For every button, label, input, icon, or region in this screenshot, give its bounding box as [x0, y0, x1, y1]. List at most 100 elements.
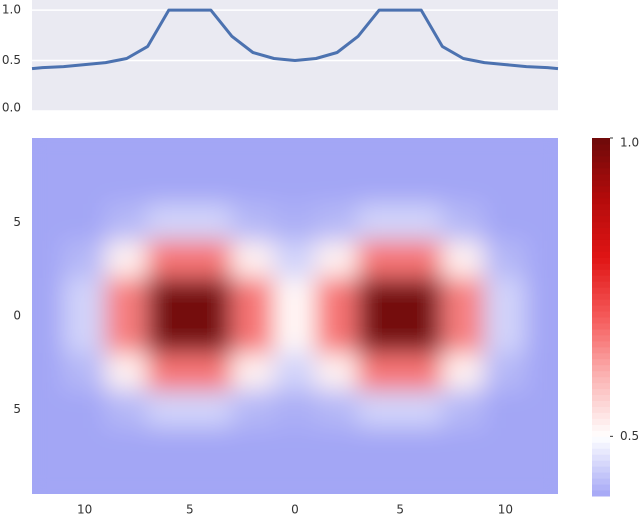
contour-cell	[63, 138, 107, 167]
colorbar-band	[592, 317, 610, 324]
colorbar-band	[592, 221, 610, 228]
colorbar-band	[592, 406, 610, 413]
contour-cell	[147, 465, 191, 494]
contour-cell	[189, 390, 233, 429]
contour-cell	[189, 315, 233, 354]
y-tick-label: 1.0	[2, 3, 21, 17]
contour-cell	[189, 278, 233, 317]
contour-cell	[273, 465, 317, 494]
contour-cell	[231, 465, 275, 494]
contour-cell	[231, 352, 275, 392]
contour-cell	[32, 390, 65, 429]
y-tick-label: 0.5	[2, 53, 21, 67]
line-panel: 0.0 0.5 1.0	[2, 0, 559, 115]
contour-cell	[105, 138, 149, 167]
contour-cell	[105, 203, 149, 242]
colorbar-band	[592, 454, 610, 461]
contour-cell	[273, 315, 317, 354]
contour-cell	[273, 278, 317, 317]
colorbar-band	[592, 430, 610, 437]
contour-cell	[525, 352, 558, 392]
contour-cell	[357, 278, 401, 317]
contour-cell	[315, 278, 359, 317]
contour-cell	[441, 465, 485, 494]
contour-cell	[32, 278, 65, 317]
contour-cell	[63, 203, 107, 242]
contour-cell	[147, 240, 191, 280]
contour-cell	[357, 352, 401, 392]
contour-cell	[273, 138, 317, 167]
colorbar-band	[592, 370, 610, 378]
contour-cell	[231, 390, 275, 429]
contour-cell	[32, 203, 65, 242]
contour-cell	[441, 138, 485, 167]
contour-cell	[441, 352, 485, 392]
contour-cell	[483, 315, 527, 354]
contour-cell	[189, 138, 233, 167]
colorbar-band	[592, 328, 610, 336]
contour-cell	[483, 390, 527, 429]
contour-cell	[189, 465, 233, 494]
colorbar-band	[592, 418, 610, 425]
colorbar-band	[592, 400, 610, 407]
contour-cell	[399, 315, 443, 354]
contour-cell	[105, 315, 149, 354]
x-tick-label: 0	[291, 503, 299, 516]
colorbar-band	[592, 233, 610, 240]
contour-cell	[189, 165, 233, 205]
contour-cell	[231, 278, 275, 317]
contour-cell	[483, 240, 527, 280]
colorbar-band	[592, 239, 610, 246]
contour-cells	[32, 138, 558, 494]
colorbar-tick-label: 1.0	[620, 136, 639, 150]
colorbar-band	[592, 179, 610, 187]
x-tick-label: 10	[498, 503, 513, 516]
contour-cell	[147, 165, 191, 205]
contour-cell	[32, 165, 65, 205]
contour-cell	[483, 138, 527, 167]
contour-cell	[315, 465, 359, 494]
colorbar-band	[592, 376, 610, 384]
contour-cell	[399, 138, 443, 167]
contour-cell	[63, 278, 107, 317]
colorbar-band	[592, 448, 610, 455]
contour-cell	[441, 427, 485, 467]
line	[31, 8, 559, 71]
x-tick-label: 5	[186, 503, 194, 516]
colorbar-band	[592, 215, 610, 223]
colorbar-band	[592, 143, 610, 151]
contour-area	[32, 138, 558, 494]
colorbar-band	[592, 287, 610, 294]
colorbar-band	[592, 340, 610, 348]
colorbar-band	[592, 472, 610, 479]
contour-cell	[231, 427, 275, 467]
contour-cell	[63, 390, 107, 429]
contour-cell	[63, 427, 107, 467]
contour-cell	[357, 390, 401, 429]
contour-cell	[32, 427, 65, 467]
contour-cell	[399, 240, 443, 280]
contour-cell	[441, 240, 485, 280]
contour-cell	[357, 203, 401, 242]
contour-cell	[189, 427, 233, 467]
colorbar-band	[592, 382, 610, 390]
y-tick-label: 5	[13, 215, 21, 229]
contour-cell	[399, 203, 443, 242]
contour-cell	[315, 240, 359, 280]
contour-cell	[483, 352, 527, 392]
colorbar-band	[592, 293, 610, 300]
contour-cell	[105, 240, 149, 280]
contour-cell	[105, 352, 149, 392]
contour-cell	[147, 390, 191, 429]
contour-cell	[189, 203, 233, 242]
x-tick-label: 5	[396, 503, 404, 516]
colorbar-band	[592, 352, 610, 360]
contour-cell	[231, 315, 275, 354]
colorbar-band	[592, 167, 610, 175]
colorbar-band	[592, 173, 610, 181]
contour-cell	[231, 240, 275, 280]
colorbar-band	[592, 191, 610, 199]
colorbar-band	[592, 490, 610, 497]
contour-cell	[315, 427, 359, 467]
